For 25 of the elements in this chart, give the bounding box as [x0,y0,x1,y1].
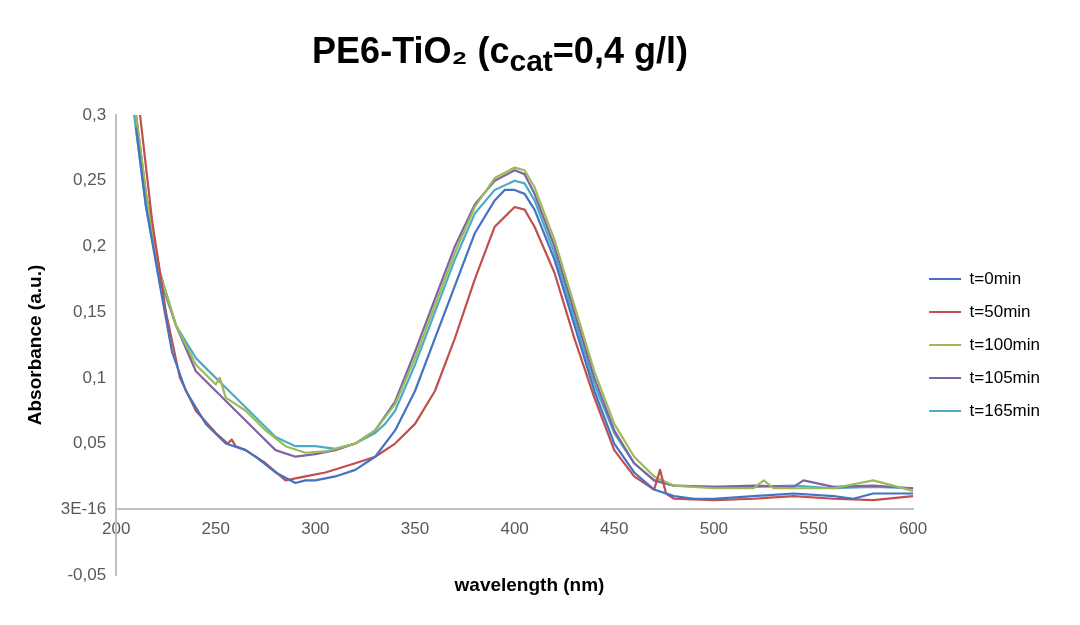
y-tick-label: 0,3 [82,104,107,124]
y-axis-title: Absorbance (a.u.) [23,264,45,426]
legend-label: t=100min [969,334,1041,354]
legend-label: t=165min [969,400,1041,420]
x-tick-label: 550 [799,519,828,539]
x-tick-label: 500 [699,519,729,539]
x-tick-label: 600 [898,519,928,539]
x-tick-label: 350 [400,519,430,539]
x-tick-label: 200 [101,519,131,539]
y-tick-label: 3E-16 [60,498,107,518]
x-tick-label: 450 [600,519,629,539]
x-tick-label: 250 [201,519,230,539]
y-tick-label: 0,1 [82,367,107,387]
chart-title: PE6-TiO₂ (c$_{cat}$=0,4 g/l) [311,30,689,79]
y-tick-label: -0,05 [67,564,107,584]
y-tick-label: 0,25 [73,170,107,190]
legend-label: t=0min [969,268,1022,288]
x-tick-label: 300 [301,519,330,539]
y-tick-label: 0,15 [73,301,107,321]
x-tick-label: 400 [500,519,529,539]
y-tick-label: 0,2 [82,236,107,256]
legend-label: t=50min [969,301,1031,321]
x-axis-title: wavelength (nm) [453,574,606,596]
legend-label: t=105min [969,367,1041,387]
y-tick-label: 0,05 [73,433,107,453]
